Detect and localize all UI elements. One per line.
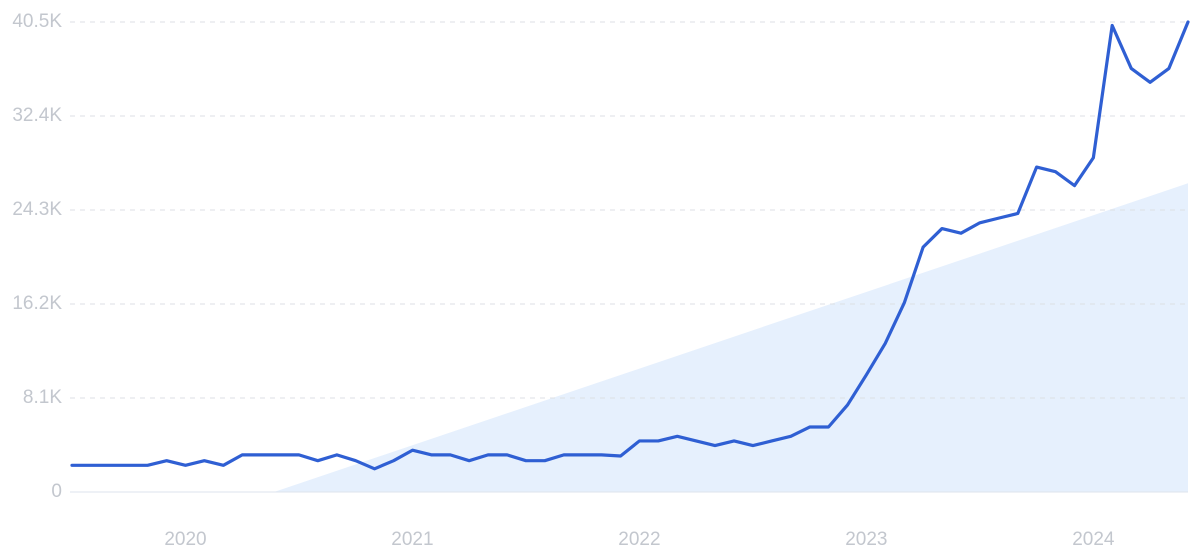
y-tick-label: 0 bbox=[51, 481, 62, 502]
y-tick-label: 40.5K bbox=[12, 11, 62, 32]
x-tick-label: 2024 bbox=[1072, 529, 1115, 550]
y-tick-label: 32.4K bbox=[12, 105, 62, 126]
x-tick-label: 2022 bbox=[618, 529, 660, 550]
x-tick-label: 2023 bbox=[845, 529, 887, 550]
x-tick-label: 2021 bbox=[391, 529, 433, 550]
y-tick-label: 24.3K bbox=[12, 199, 62, 220]
y-tick-label: 16.2K bbox=[12, 293, 62, 314]
data-line bbox=[70, 20, 1190, 471]
y-tick-label: 8.1K bbox=[23, 387, 62, 408]
trend-area bbox=[274, 183, 1188, 492]
x-tick-label: 2020 bbox=[164, 529, 206, 550]
